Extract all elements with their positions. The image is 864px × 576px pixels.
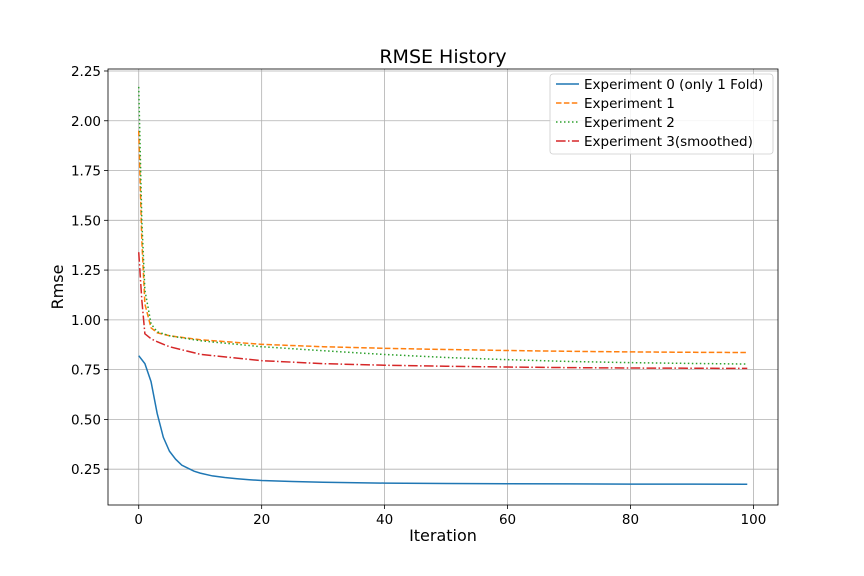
x-axis-label: Iteration	[409, 526, 477, 545]
series-line-experiment-1	[137, 130, 748, 354]
legend: Experiment 0 (only 1 Fold) Experiment 1 Ex…	[549, 73, 774, 155]
axis-ticks: 0 20 40 60 80 100 0.25 0.50 0.75 1.00 1.25 1.50 1.75…	[71, 64, 766, 528]
legend-label-experiment-1: Experiment 1	[584, 96, 675, 112]
y-tick-label: 1.00	[71, 313, 101, 329]
y-axis-label: Rmse	[48, 265, 67, 310]
series-line-experiment-0	[138, 355, 748, 486]
y-tick-label: 0.25	[71, 462, 101, 478]
legend-box	[549, 73, 774, 155]
chart-title: RMSE History	[379, 46, 506, 68]
y-tick-label: 0.50	[71, 412, 101, 428]
grid	[108, 69, 778, 505]
x-tick-label: 0	[134, 512, 143, 528]
y-tick-label: 1.25	[71, 263, 101, 279]
series-line-experiment-2	[137, 86, 748, 365]
plot-frame	[107, 68, 779, 506]
x-tick-label: 100	[741, 512, 767, 528]
y-tick-label: 2.00	[71, 114, 101, 130]
x-tick-label: 40	[376, 512, 393, 528]
y-tick-label: 1.50	[71, 213, 101, 229]
series-line-experiment-3	[137, 252, 748, 370]
y-tick-label: 1.75	[71, 164, 101, 180]
y-tick-label: 2.25	[71, 64, 101, 80]
legend-label-experiment-0: Experiment 0 (only 1 Fold)	[584, 77, 763, 93]
legend-label-experiment-2: Experiment 2	[584, 115, 675, 131]
legend-label-experiment-3: Experiment 3(smoothed)	[584, 134, 753, 150]
x-tick-label: 20	[253, 512, 270, 528]
x-tick-label: 80	[622, 512, 639, 528]
y-tick-label: 0.75	[71, 363, 101, 379]
x-tick-label: 60	[499, 512, 516, 528]
series-group	[137, 86, 748, 486]
